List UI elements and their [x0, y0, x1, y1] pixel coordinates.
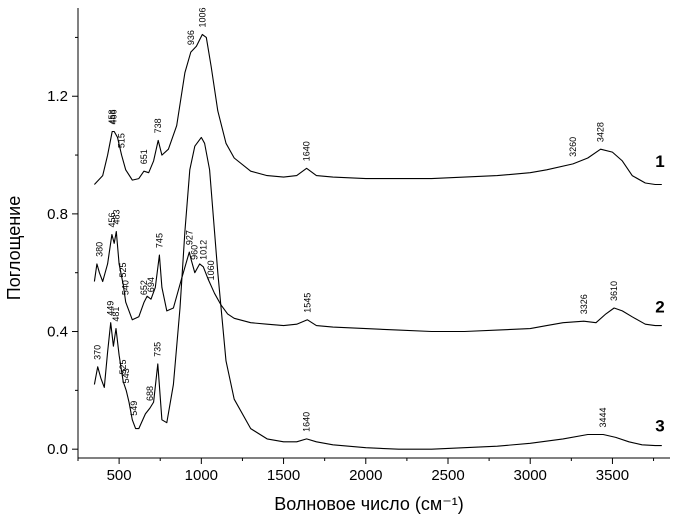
peak-label: 370 [93, 345, 103, 360]
x-tick-label: 2500 [431, 467, 464, 484]
peak-label: 515 [117, 133, 127, 148]
peak-label: 688 [145, 386, 155, 401]
peak-label: 1060 [206, 260, 216, 280]
peak-label: 525 [118, 359, 128, 374]
peak-label: 540 [121, 280, 131, 295]
peak-label: 466 [109, 109, 119, 124]
peak-label: 449 [106, 301, 116, 316]
peak-label: 745 [154, 233, 164, 248]
peak-label: 549 [129, 401, 139, 416]
y-tick-label: 1.2 [47, 88, 68, 105]
y-axis-title: Поглощение [4, 196, 24, 300]
peak-label: 652 [139, 280, 149, 295]
x-tick-label: 1500 [267, 467, 300, 484]
peak-label: 3610 [609, 281, 619, 301]
axes: 500 1000 1500 2000 2500 3000 3500 0.0 0.4 0.8 1.2 [47, 8, 670, 484]
peak-label: 694 [146, 277, 156, 292]
peak-label: 543 [121, 368, 131, 383]
peak-label: 927 [184, 230, 194, 245]
peak-label: 960 [190, 245, 200, 260]
peak-label: 1006 [197, 7, 207, 27]
y-tick-label: 0.0 [47, 441, 68, 458]
series-label-1: 1 [655, 152, 664, 171]
spectrum-line-3 [93, 136, 662, 450]
x-tick-label: 2000 [349, 467, 382, 484]
peak-label: 3260 [568, 137, 578, 157]
series-layer: 1 2 3 [93, 33, 665, 450]
peak-label: 483 [111, 209, 121, 224]
peak-label: 1545 [302, 293, 312, 313]
x-tick-label: 3000 [514, 467, 547, 484]
peak-label: 525 [118, 262, 128, 277]
peak-label: 1640 [302, 412, 312, 432]
peak-label: 651 [139, 149, 149, 164]
peak-label: 380 [94, 242, 104, 257]
y-tick-label: 0.4 [47, 324, 68, 341]
peak-label: 936 [186, 30, 196, 45]
peak-label: 481 [111, 307, 121, 322]
peak-label: 3428 [596, 122, 606, 142]
peak-label: 738 [153, 118, 163, 133]
peak-label: 458 [107, 109, 117, 124]
spectrum-line-2 [93, 230, 662, 333]
x-tick-label: 1000 [185, 467, 218, 484]
peak-label: 735 [153, 342, 163, 357]
peak-label: 1012 [198, 240, 208, 260]
peak-label: 3444 [598, 407, 608, 427]
x-axis-title: Волновое число (см⁻¹) [274, 494, 463, 514]
spectrum-line-1 [93, 33, 662, 186]
y-tick-label: 0.8 [47, 206, 68, 223]
peak-label: 1640 [302, 141, 312, 161]
peak-label: 456 [107, 212, 117, 227]
series-label-2: 2 [655, 297, 664, 316]
x-tick-label: 3500 [596, 467, 629, 484]
axis-frame [77, 8, 670, 459]
peak-label: 3326 [579, 294, 589, 314]
x-tick-label: 500 [107, 467, 132, 484]
series-label-3: 3 [655, 417, 664, 436]
